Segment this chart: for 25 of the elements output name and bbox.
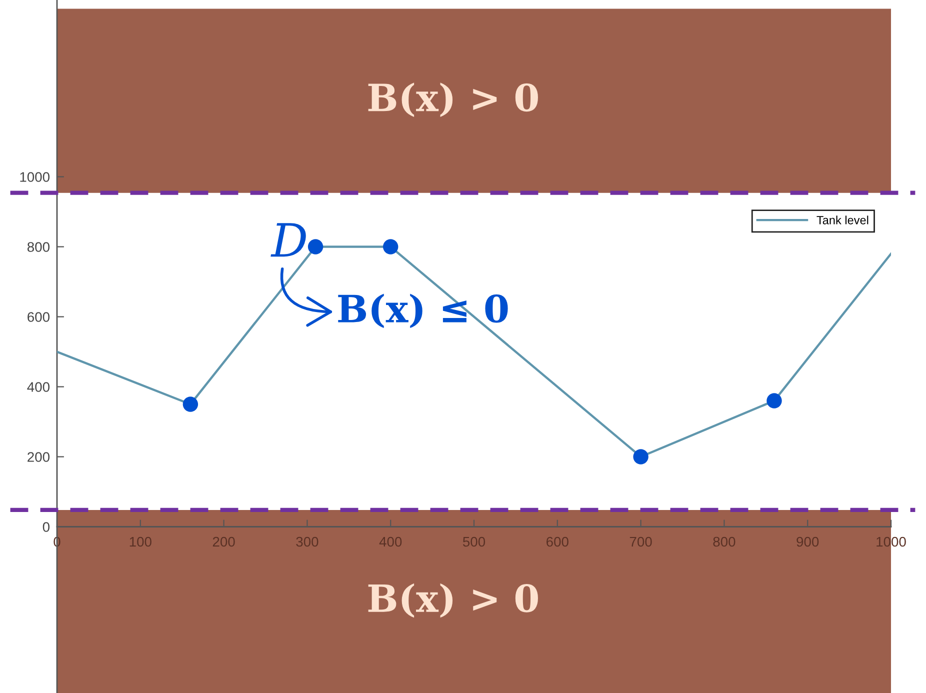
x-tick-label: 900 xyxy=(796,536,819,547)
annotation: D xyxy=(270,223,306,257)
x-tick-label: 100 xyxy=(130,536,152,547)
point xyxy=(382,239,398,254)
y-tick-label: 600 xyxy=(28,312,50,322)
x-tick-label: 400 xyxy=(379,536,402,547)
x-tick-label: 500 xyxy=(462,536,486,547)
point xyxy=(766,393,782,408)
y-tick-label: 1000 xyxy=(20,172,50,182)
point xyxy=(633,449,648,464)
y-tick-label: 800 xyxy=(27,242,50,252)
point xyxy=(308,239,324,254)
band-label: B(x) > 0 xyxy=(368,583,538,618)
annotation: B(x) ≤ 0 xyxy=(338,294,508,328)
x-tick-label: 200 xyxy=(212,536,235,547)
y-tick-label: 400 xyxy=(27,382,50,392)
y-tick-label: 200 xyxy=(28,452,50,462)
point xyxy=(182,396,198,412)
x-tick-label: 700 xyxy=(630,536,652,547)
x-tick-label: 300 xyxy=(296,536,318,547)
x-tick-label: 600 xyxy=(546,536,568,547)
band-label: B(x) > 0 xyxy=(368,82,538,117)
y-tick-label: 0 xyxy=(42,522,50,532)
legend-label: Tank level xyxy=(816,216,868,224)
x-tick-label: 800 xyxy=(713,536,736,547)
